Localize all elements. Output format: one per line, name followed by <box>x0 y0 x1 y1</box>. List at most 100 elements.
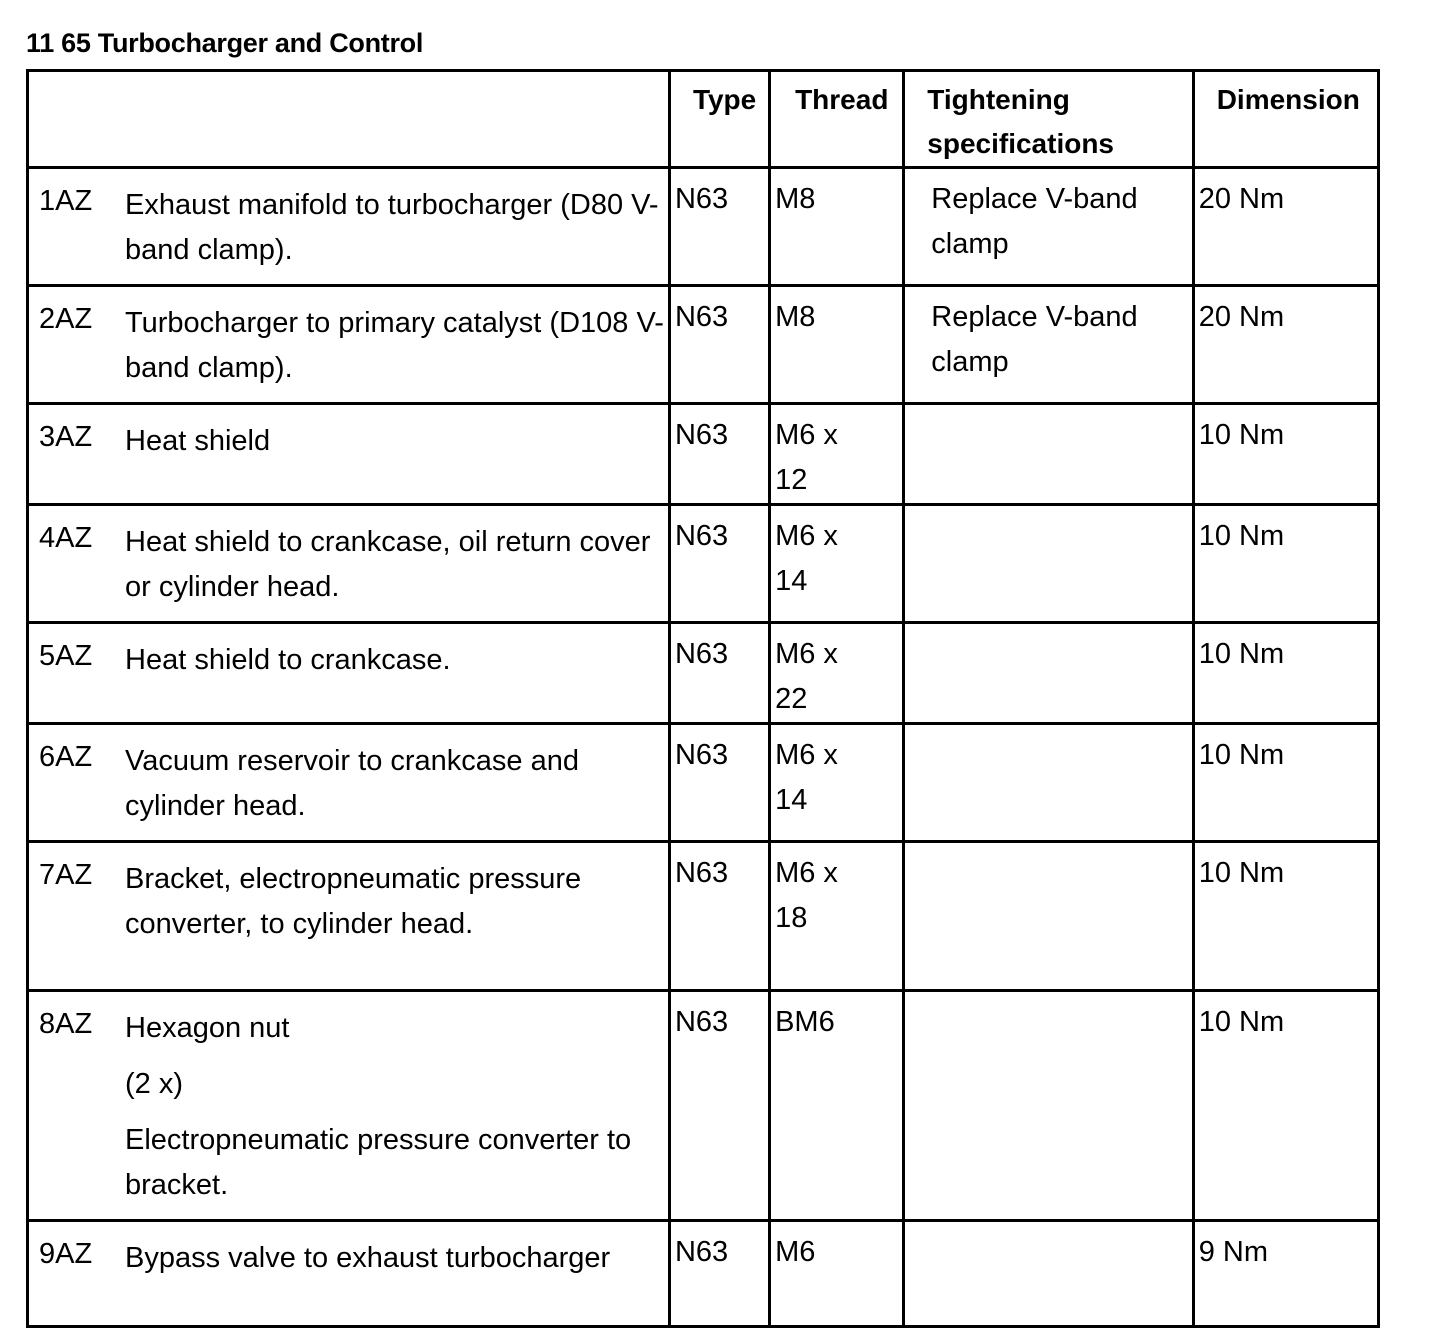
tightening-cell <box>902 989 1195 1222</box>
dimension-cell: 10 Nm <box>1191 621 1381 725</box>
thread-value: M6 x 22 <box>775 638 838 715</box>
dimension-value: 10 Nm <box>1198 638 1285 670</box>
thread-cell: M6 x 18 <box>768 840 906 992</box>
description-cell: 6AZ Vacuum reservoir to crankcase and cy… <box>26 722 671 843</box>
type-cell: N63 <box>667 989 772 1222</box>
header-thread: Thread <box>768 69 906 169</box>
item-id: 7AZ <box>39 859 93 891</box>
tightening-cell <box>902 840 1195 992</box>
thread-cell: M8 <box>768 284 906 405</box>
tightening-cell <box>902 1219 1195 1328</box>
table-row: 4AZ Heat shield to crankcase, oil return… <box>26 503 1381 624</box>
thread-cell: M8 <box>768 166 906 287</box>
thread-value: M6 <box>775 1236 816 1268</box>
type-value: N63 <box>674 419 729 451</box>
dimension-cell: 9 Nm <box>1191 1219 1381 1328</box>
torque-spec-table: Type Thread Tightening specifications Di… <box>26 69 1381 1328</box>
dimension-value: 10 Nm <box>1198 1006 1285 1038</box>
tightening-cell: Replace V-band clamp <box>902 166 1195 287</box>
description-cell: 4AZ Heat shield to crankcase, oil return… <box>26 503 671 624</box>
type-value: N63 <box>674 739 729 771</box>
tightening-value <box>905 992 1191 1000</box>
description-text: Vacuum reservoir to crankcase and cylind… <box>125 745 580 822</box>
thread-cell: M6 <box>768 1219 906 1328</box>
dimension-value: 10 Nm <box>1198 520 1285 552</box>
header-dimension-label: Dimension <box>1216 84 1360 115</box>
description-cell: 1AZ Exhaust manifold to turbocharger (D8… <box>26 166 671 287</box>
type-cell: N63 <box>667 840 772 992</box>
dimension-cell: 10 Nm <box>1191 840 1381 992</box>
tightening-value <box>905 725 1191 733</box>
type-value: N63 <box>674 857 729 889</box>
tightening-value <box>905 506 1191 514</box>
type-cell: N63 <box>667 402 772 506</box>
header-thread-label: Thread <box>795 84 889 115</box>
tightening-cell <box>902 503 1195 624</box>
table-row: 1AZ Exhaust manifold to turbocharger (D8… <box>26 166 1381 287</box>
header-description <box>26 69 671 169</box>
description-text: Heat shield <box>125 425 271 457</box>
table-row: 9AZ Bypass valve to exhaust turbocharger… <box>26 1219 1381 1328</box>
tightening-value <box>905 405 1191 413</box>
description-cell: 7AZ Bracket, electropneumatic pressure c… <box>26 840 671 992</box>
table-header-row: Type Thread Tightening specifications Di… <box>26 69 1381 169</box>
description-text: (2 x) <box>125 1068 183 1100</box>
type-cell: N63 <box>667 722 772 843</box>
header-dimension: Dimension <box>1191 69 1381 169</box>
thread-cell: M6 x 22 <box>768 621 906 725</box>
item-id: 5AZ <box>39 640 93 672</box>
item-id: 3AZ <box>39 421 93 453</box>
type-cell: N63 <box>667 166 772 287</box>
type-value: N63 <box>674 301 729 333</box>
thread-cell: BM6 <box>768 989 906 1222</box>
description-cell: 3AZ Heat shield <box>26 402 671 506</box>
description-cell: 5AZ Heat shield to crankcase. <box>26 621 671 725</box>
description-cell: 8AZ Hexagon nut (2 x) Electropneumatic pre… <box>26 989 671 1222</box>
item-id: 1AZ <box>39 185 93 217</box>
tightening-cell: Replace V-band clamp <box>902 284 1195 405</box>
thread-value: M6 x 14 <box>775 739 838 816</box>
dimension-value: 10 Nm <box>1198 419 1285 451</box>
table-row: 8AZ Hexagon nut (2 x) Electropneumatic pre… <box>26 989 1381 1222</box>
dimension-value: 10 Nm <box>1198 857 1285 889</box>
tightening-value <box>905 624 1191 632</box>
thread-value: M8 <box>775 301 816 333</box>
thread-value: M6 x 14 <box>775 520 838 597</box>
item-id: 6AZ <box>39 741 93 773</box>
tightening-value: Replace V-band clamp <box>931 183 1138 260</box>
thread-value: M6 x 12 <box>775 419 838 496</box>
dimension-value: 20 Nm <box>1198 301 1285 333</box>
type-value: N63 <box>674 638 729 670</box>
dimension-cell: 10 Nm <box>1191 722 1381 843</box>
thread-cell: M6 x 14 <box>768 503 906 624</box>
description-text: Exhaust manifold to turbocharger (D80 V-… <box>125 189 659 266</box>
type-value: N63 <box>674 1006 729 1038</box>
dimension-cell: 20 Nm <box>1191 166 1381 287</box>
tightening-cell <box>902 621 1195 725</box>
description-text: Hexagon nut <box>125 1012 290 1044</box>
header-type: Type <box>667 69 772 169</box>
type-cell: N63 <box>667 284 772 405</box>
dimension-cell: 20 Nm <box>1191 284 1381 405</box>
thread-value: M6 x 18 <box>775 857 838 934</box>
type-value: N63 <box>674 520 729 552</box>
dimension-value: 9 Nm <box>1198 1236 1268 1268</box>
description-cell: 9AZ Bypass valve to exhaust turbocharger <box>26 1219 671 1328</box>
table-row: 7AZ Bracket, electropneumatic pressure c… <box>26 840 1381 992</box>
table-row: 6AZ Vacuum reservoir to crankcase and cy… <box>26 722 1381 843</box>
item-id: 9AZ <box>39 1238 93 1270</box>
tightening-cell <box>902 722 1195 843</box>
section-title: 11 65 Turbocharger and Control <box>26 28 424 58</box>
dimension-cell: 10 Nm <box>1191 503 1381 624</box>
type-cell: N63 <box>667 621 772 725</box>
table-row: 3AZ Heat shield N63 M6 x 12 10 Nm <box>26 402 1381 506</box>
table-row: 2AZ Turbocharger to primary catalyst (D1… <box>26 284 1381 405</box>
type-cell: N63 <box>667 1219 772 1328</box>
description-text: Bypass valve to exhaust turbocharger <box>125 1242 611 1274</box>
header-tightening-label: Tightening specifications <box>927 84 1114 159</box>
dimension-value: 10 Nm <box>1198 739 1285 771</box>
item-id: 2AZ <box>39 303 93 335</box>
description-cell: 2AZ Turbocharger to primary catalyst (D1… <box>26 284 671 405</box>
dimension-value: 20 Nm <box>1198 183 1285 215</box>
header-type-label: Type <box>692 84 757 115</box>
